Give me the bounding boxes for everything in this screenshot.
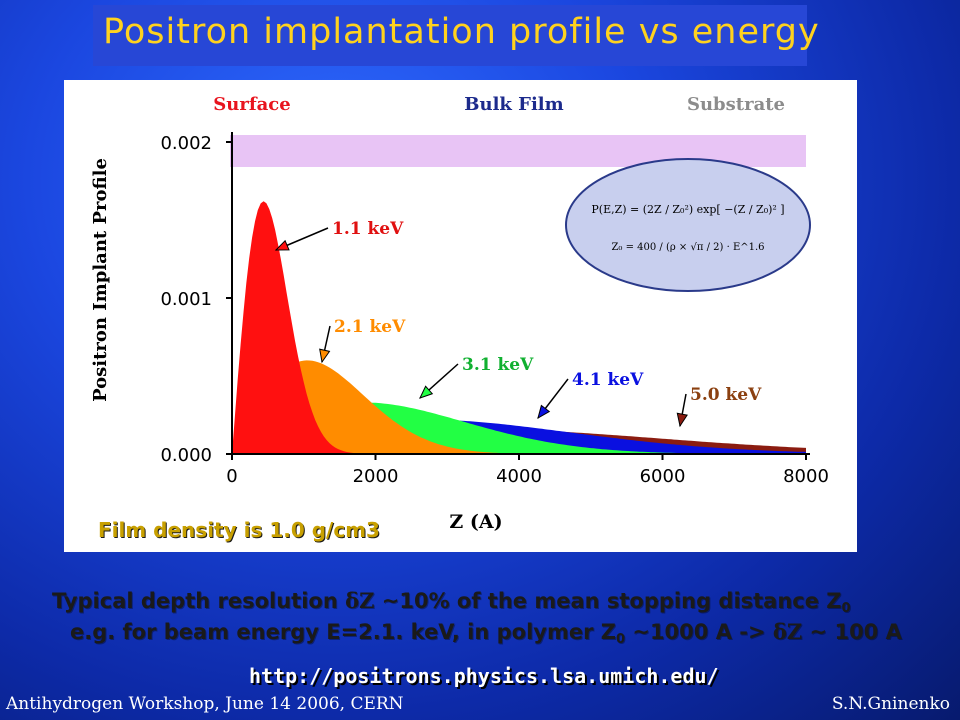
y-tick-label: 0.000 — [160, 445, 212, 466]
y-tick-label: 0.001 — [160, 289, 212, 310]
region-label-0: Surface — [213, 94, 290, 115]
x-tick-label: 8000 — [783, 466, 829, 487]
chart-panel: Surface Bulk Film Substrate 0.000 0.001 0.00… — [64, 80, 857, 552]
film-density-note: Film density is 1.0 g/cm3 — [98, 518, 380, 542]
y-tick-label: 0.002 — [160, 133, 212, 154]
formula-line2: Z₀ = 400 / (ρ × √π / 2) · E^1.6 — [611, 242, 764, 253]
region-label-1: Bulk Film — [464, 94, 563, 115]
x-axis-label: Z (A) — [449, 511, 502, 533]
x-tick-label: 4000 — [496, 466, 542, 487]
formula-line1: P(E,Z) = (2Z / Z₀²) exp[ −(Z / Z₀)² ] — [591, 203, 784, 216]
x-tick-label: 0 — [226, 466, 237, 487]
implantation-chart: Surface Bulk Film Substrate 0.000 0.001 0.00… — [90, 94, 829, 533]
y-axis-label: Positron Implant Profile — [90, 158, 111, 402]
caption-line-2: e.g. for beam energy E=2.1. keV, in poly… — [70, 619, 902, 647]
series-label: 5.0 keV — [690, 385, 762, 405]
profile-area-21 — [232, 360, 806, 454]
label-arrow-head — [319, 348, 331, 364]
delta-z-symbol-2: δZ — [772, 619, 803, 644]
formula-ellipse — [565, 158, 811, 292]
label-arrow-head — [676, 412, 688, 428]
x-tick-label: 6000 — [640, 466, 686, 487]
region-label-2: Substrate — [687, 94, 785, 115]
series-label: 2.1 keV — [334, 317, 406, 337]
caption-line-1: Typical depth resolution δZ ~10% of the … — [52, 588, 851, 616]
source-url[interactable]: http://positrons.physics.lsa.umich.edu/ — [249, 664, 719, 688]
series-label: 1.1 keV — [332, 219, 404, 239]
series-label: 3.1 keV — [462, 355, 534, 375]
label-arrow-head — [537, 404, 551, 420]
title-box — [93, 5, 807, 66]
footer-right: S.N.Gninenko — [831, 694, 950, 714]
slide-title: Positron implantation profile vs energy — [103, 12, 820, 52]
delta-z-symbol: δZ — [345, 588, 375, 613]
profile-area-11 — [232, 201, 806, 454]
x-tick-label: 2000 — [353, 466, 399, 487]
series-label: 4.1 keV — [572, 370, 644, 390]
footer-left: Antihydrogen Workshop, June 14 2006, CER… — [6, 694, 404, 714]
label-arrow-head — [419, 385, 434, 399]
label-arrow-head — [274, 239, 290, 251]
